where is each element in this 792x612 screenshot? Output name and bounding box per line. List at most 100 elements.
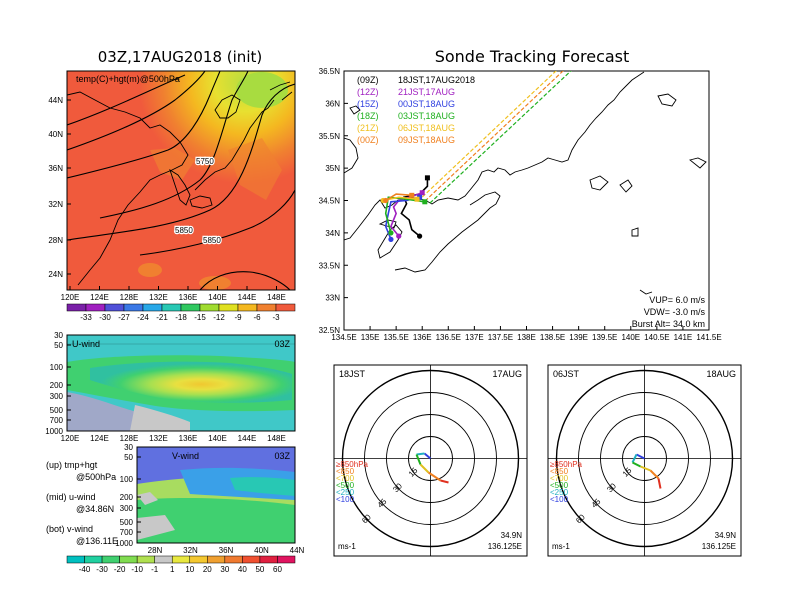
track-lon-label: 136.5E bbox=[436, 333, 461, 342]
legend-run-2: (15Z) bbox=[357, 99, 379, 109]
hodo-legend-item: <100 bbox=[336, 495, 355, 504]
v-wind-label: V-wind bbox=[172, 451, 199, 461]
note-bot: (bot) v-wind bbox=[46, 524, 93, 534]
legend-valid-0: 18JST,17AUG2018 bbox=[398, 75, 475, 85]
track-lat-label: 33N bbox=[325, 294, 340, 303]
v-wind-colorbar-swatch bbox=[242, 555, 261, 564]
hodo-legend-item: <500 bbox=[336, 481, 355, 490]
track-line-1 bbox=[390, 191, 423, 237]
u-wind-lon-label: 124E bbox=[90, 434, 109, 443]
hodo-trace-segment bbox=[415, 454, 422, 465]
u-wind-p-label: 300 bbox=[50, 392, 64, 401]
map-colorbar-label: -12 bbox=[213, 313, 225, 322]
u-wind-lon-label: 128E bbox=[120, 434, 139, 443]
map-colorbar-swatch bbox=[123, 303, 144, 312]
height-contours bbox=[67, 71, 295, 290]
track-endpoint-5 bbox=[383, 197, 389, 204]
legend-run-3: (18Z) bbox=[357, 111, 379, 121]
map-lon-label: 148E bbox=[267, 293, 286, 302]
track-lon-label: 138.5E bbox=[540, 333, 565, 342]
v-wind-lat-label: 44N bbox=[290, 546, 305, 555]
hodo-legend-item: <100 bbox=[550, 495, 569, 504]
temperature-height-map: 03Z,17AUG2018 (init) bbox=[48, 48, 296, 322]
contour-label-5750: 5750 bbox=[196, 157, 214, 166]
hodo-legend-item: <700 bbox=[550, 474, 569, 483]
map-colorbar-swatch bbox=[275, 303, 296, 312]
u-wind-p-label: 500 bbox=[50, 406, 64, 415]
track-lon-label: 140E bbox=[621, 333, 640, 342]
v-wind-time: 03Z bbox=[274, 451, 290, 461]
map-colorbar-label: -27 bbox=[118, 313, 130, 322]
track-lon-label: 135E bbox=[361, 333, 380, 342]
v-wind-p-label: 30 bbox=[124, 443, 133, 452]
v-wind-colorbar-swatch bbox=[189, 555, 208, 564]
v-wind-colorbar-swatch bbox=[154, 555, 173, 564]
v-wind-colorbar-swatch bbox=[171, 555, 191, 564]
map-lon-label: 136E bbox=[179, 293, 198, 302]
map-label: temp(C)+hgt(m)@500hPa bbox=[76, 74, 180, 84]
v-wind-colorbar-swatch bbox=[224, 555, 243, 564]
v-wind-p-label: 1000 bbox=[115, 539, 133, 548]
v-wind-colorbar-label: -1 bbox=[151, 565, 159, 574]
v-wind-colorbar-swatch bbox=[259, 555, 278, 564]
v-wind-colorbar-label: 10 bbox=[185, 565, 194, 574]
legend-valid-5: 09JST,18AUG bbox=[398, 135, 455, 145]
param-vup: VUP= 6.0 m/s bbox=[649, 295, 705, 305]
track-start-2 bbox=[417, 194, 423, 200]
u-wind-label: U-wind bbox=[72, 339, 100, 349]
contour-label-5850-a: 5850 bbox=[175, 226, 193, 235]
map-lat-label: 36N bbox=[48, 164, 63, 173]
hodo-trace-segment bbox=[631, 454, 638, 463]
v-wind-colorbar-label: -30 bbox=[96, 565, 108, 574]
hodo-trace-segment bbox=[440, 479, 449, 484]
note-mid: (mid) u-wind bbox=[46, 492, 96, 502]
track-lon-label: 137E bbox=[465, 333, 484, 342]
hodo-lat: 34.9N bbox=[715, 531, 737, 540]
legend-run-4: (21Z) bbox=[357, 123, 379, 133]
note-up-2: @500hPa bbox=[76, 472, 116, 482]
v-wind-p-label: 300 bbox=[120, 504, 134, 513]
u-wind-p-label: 700 bbox=[50, 416, 64, 425]
v-wind-colorbar-swatch bbox=[136, 555, 155, 564]
map-colorbar-label: -9 bbox=[234, 313, 242, 322]
note-up: (up) tmp+hgt bbox=[46, 460, 98, 470]
track-lat-label: 36.5N bbox=[319, 67, 341, 76]
v-wind-p-label: 500 bbox=[120, 518, 134, 527]
hodo-trace-segment bbox=[640, 465, 651, 472]
v-wind-lat-label: 36N bbox=[219, 546, 234, 555]
map-colorbar-swatch bbox=[66, 303, 87, 312]
hodo-trace-segment bbox=[632, 461, 641, 468]
hodo-legend-item: <500 bbox=[550, 481, 569, 490]
track-lon-label: 139.5E bbox=[592, 333, 617, 342]
param-vdw: VDW= -3.0 m/s bbox=[644, 307, 706, 317]
map-lon-label: 120E bbox=[61, 293, 80, 302]
hodo-trace-segment bbox=[636, 453, 645, 460]
map-colorbar: -33 -30 -27 -24 -21 -18 -15 -12 -9 -6 -3 bbox=[66, 303, 296, 322]
map-colorbar-label: -6 bbox=[253, 313, 261, 322]
map-lon-label: 132E bbox=[149, 293, 168, 302]
hodo-trace-segment bbox=[419, 463, 430, 474]
v-wind-colorbar-label: 20 bbox=[203, 565, 212, 574]
map-lat-label: 44N bbox=[48, 96, 63, 105]
panel-notes: (up) tmp+hgt @500hPa (mid) u-wind @34.86… bbox=[46, 460, 118, 546]
map-colorbar-swatch bbox=[85, 303, 106, 312]
v-wind-colorbar-label: 60 bbox=[273, 565, 282, 574]
track-start-0 bbox=[424, 175, 430, 181]
map-lon-label: 128E bbox=[120, 293, 139, 302]
map-title: 03Z,17AUG2018 (init) bbox=[98, 48, 262, 66]
u-wind-p-label: 100 bbox=[50, 363, 64, 372]
v-wind-lat-label: 40N bbox=[254, 546, 269, 555]
v-wind-colorbar-label: 1 bbox=[170, 565, 175, 574]
track-lon-label: 137.5E bbox=[488, 333, 513, 342]
v-wind-colorbar-swatch bbox=[66, 555, 85, 564]
hodo-legend-item: <250 bbox=[336, 488, 355, 497]
param-burst-alt: Burst Alt= 34.0 km bbox=[632, 319, 705, 329]
map-lon-label: 124E bbox=[90, 293, 109, 302]
legend-run-5: (00Z) bbox=[357, 135, 379, 145]
u-wind-lon-axis: 120E 124E 128E 132E 136E 140E 144E 148E bbox=[61, 434, 286, 443]
hodo-trace-segment bbox=[423, 452, 432, 460]
track-lat-label: 32.5N bbox=[319, 326, 341, 335]
